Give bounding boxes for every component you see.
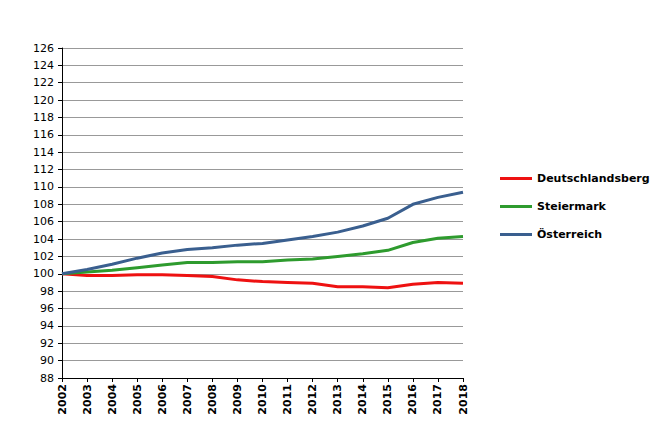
svg-text:106: 106 <box>33 215 54 228</box>
svg-text:2012: 2012 <box>306 384 319 415</box>
svg-text:94: 94 <box>40 319 54 332</box>
svg-text:2009: 2009 <box>231 384 244 415</box>
svg-text:2016: 2016 <box>406 384 419 415</box>
svg-text:110: 110 <box>33 180 54 193</box>
svg-text:90: 90 <box>40 354 54 367</box>
svg-text:122: 122 <box>33 76 54 89</box>
svg-text:108: 108 <box>33 198 54 211</box>
svg-text:124: 124 <box>33 59 54 72</box>
svg-text:104: 104 <box>33 233 54 246</box>
svg-text:92: 92 <box>40 337 54 350</box>
svg-text:88: 88 <box>40 372 54 385</box>
svg-text:2002: 2002 <box>56 384 69 415</box>
svg-text:98: 98 <box>40 285 54 298</box>
svg-text:2013: 2013 <box>331 384 344 415</box>
svg-text:118: 118 <box>33 111 54 124</box>
svg-text:Steiermark: Steiermark <box>537 200 607 213</box>
svg-text:Deutschlandsberg: Deutschlandsberg <box>537 172 650 185</box>
svg-text:2010: 2010 <box>256 384 269 415</box>
svg-text:2014: 2014 <box>356 384 369 415</box>
svg-text:114: 114 <box>33 146 54 159</box>
svg-text:2011: 2011 <box>281 384 294 415</box>
svg-text:100: 100 <box>33 267 54 280</box>
svg-text:2008: 2008 <box>206 384 219 415</box>
svg-text:2003: 2003 <box>81 384 94 415</box>
svg-text:2006: 2006 <box>156 384 169 415</box>
svg-text:102: 102 <box>33 250 54 263</box>
svg-text:2007: 2007 <box>181 384 194 415</box>
svg-text:96: 96 <box>40 302 54 315</box>
svg-text:116: 116 <box>33 128 54 141</box>
svg-text:2017: 2017 <box>431 384 444 415</box>
svg-text:Österreich: Österreich <box>537 227 602 241</box>
svg-text:112: 112 <box>33 163 54 176</box>
svg-text:2005: 2005 <box>131 384 144 415</box>
svg-text:2018: 2018 <box>457 384 470 415</box>
svg-text:126: 126 <box>33 42 54 55</box>
svg-text:120: 120 <box>33 94 54 107</box>
svg-text:2015: 2015 <box>381 384 394 415</box>
svg-text:2004: 2004 <box>106 384 119 415</box>
